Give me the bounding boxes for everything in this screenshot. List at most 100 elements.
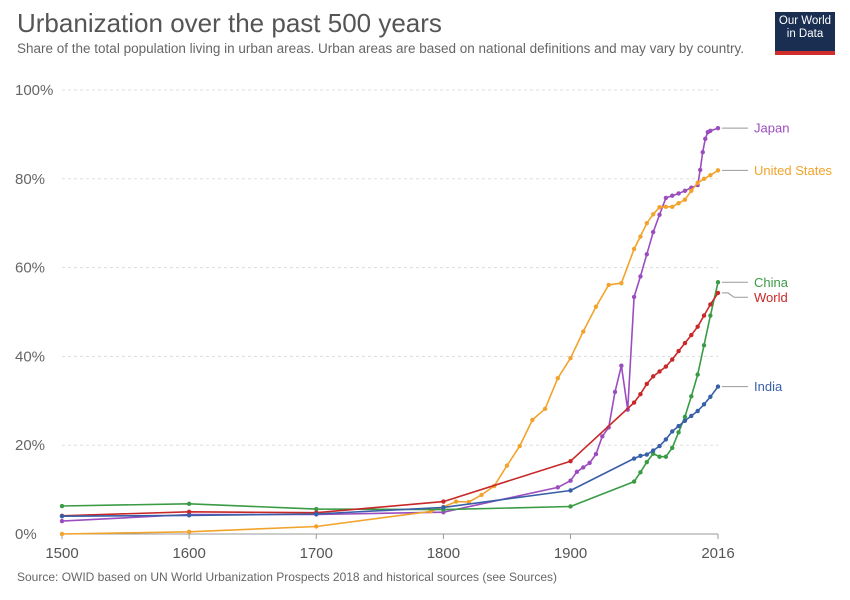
y-tick-label: 80% (15, 171, 45, 188)
data-point-japan (593, 451, 599, 457)
data-point-china (701, 343, 707, 348)
data-point-japan (59, 518, 65, 524)
y-tick-label: 60% (15, 260, 45, 277)
x-tick-label: 1800 (427, 545, 460, 562)
data-point-india (441, 505, 446, 510)
series-layer (59, 125, 721, 537)
data-point-japan (698, 167, 703, 173)
x-tick-label: 1600 (172, 545, 205, 562)
y-tick-label: 100% (15, 82, 53, 99)
series-line-china (61, 282, 719, 511)
data-point-china (689, 394, 694, 399)
data-point-india (314, 511, 319, 517)
data-point-china (663, 454, 669, 459)
data-point-japan (650, 229, 656, 235)
data-point-china (676, 430, 681, 435)
data-point-world (638, 391, 643, 397)
data-point-united-states (657, 205, 662, 210)
data-point-united-states (708, 173, 713, 178)
data-point-united-states (186, 529, 192, 534)
data-point-india (670, 429, 675, 434)
logo-line-1: Our World (778, 15, 832, 27)
data-point-united-states (619, 280, 624, 286)
data-point-world (670, 357, 675, 362)
grid-layer (62, 89, 718, 535)
x-tick-label: 2016 (701, 545, 734, 562)
data-point-united-states (689, 188, 694, 193)
data-point-united-states (638, 234, 643, 239)
y-tick-label: 0% (15, 526, 37, 543)
data-point-world (676, 348, 681, 354)
data-point-world (441, 499, 446, 504)
data-point-world (695, 324, 700, 329)
data-point-india (663, 437, 669, 442)
series-label-india: India (754, 379, 783, 394)
data-point-china (695, 372, 700, 377)
data-point-china (682, 414, 688, 419)
data-point-united-states (670, 204, 675, 209)
data-point-united-states (453, 499, 459, 504)
data-point-india (715, 384, 721, 389)
data-point-united-states (479, 492, 484, 498)
chart-title: Urbanization over the past 500 years (17, 8, 442, 38)
data-point-united-states (650, 212, 656, 217)
series-label-china: China (754, 275, 789, 290)
data-point-united-states (682, 197, 688, 202)
chart-subtitle: Share of the total population living in … (17, 41, 744, 56)
data-point-india (657, 443, 662, 449)
data-point-united-states (663, 204, 669, 209)
axis-layer: 0% 20% 40% 60% 80% 100% 1500 1600 1700 1800 1900 20… (15, 82, 735, 562)
data-point-united-states (568, 355, 573, 361)
data-point-japan (663, 195, 669, 201)
data-point-united-states (631, 246, 637, 252)
data-point-united-states (555, 375, 561, 381)
data-point-japan (587, 460, 592, 466)
y-tick-label: 20% (15, 437, 45, 454)
data-point-india (59, 514, 65, 519)
data-point-india (631, 456, 637, 461)
data-point-china (670, 445, 675, 451)
series-label-united-states: United States (754, 163, 833, 178)
data-point-india (186, 513, 192, 518)
data-point-china (708, 313, 713, 318)
data-point-china (638, 470, 643, 475)
data-point-india (689, 413, 694, 419)
data-point-united-states (542, 406, 548, 411)
data-point-united-states (314, 524, 319, 529)
data-point-united-states (530, 417, 535, 423)
data-point-world (689, 332, 694, 338)
data-point-china (631, 479, 637, 484)
logo-line-2: in Data (786, 28, 824, 40)
data-point-united-states (701, 176, 707, 181)
data-point-india (676, 423, 681, 429)
owid-logo[interactable]: Our World in Data (775, 12, 835, 55)
data-point-japan (638, 274, 643, 279)
data-point-world (708, 302, 713, 307)
data-point-world (650, 374, 656, 379)
data-point-world (186, 509, 192, 514)
data-point-japan (581, 465, 586, 470)
y-tick-label: 40% (15, 348, 45, 365)
data-point-india (695, 408, 700, 414)
data-point-united-states (644, 221, 650, 226)
data-point-united-states (504, 463, 510, 468)
data-point-india (650, 448, 656, 453)
data-point-india (682, 418, 688, 423)
data-point-japan (600, 434, 605, 439)
data-point-world (715, 290, 721, 296)
data-point-world (644, 381, 650, 387)
data-point-india (708, 394, 713, 400)
source-note: Source: OWID based on UN World Urbanizat… (17, 570, 558, 584)
data-point-china (715, 280, 721, 285)
data-point-china (568, 504, 573, 509)
data-point-japan (682, 188, 688, 193)
data-point-china (59, 503, 65, 509)
series-line-world (61, 292, 719, 517)
data-point-world (682, 340, 688, 346)
data-point-united-states (606, 282, 611, 288)
data-point-japan (644, 252, 650, 257)
series-line-japan (61, 127, 719, 522)
data-point-china (657, 454, 662, 459)
